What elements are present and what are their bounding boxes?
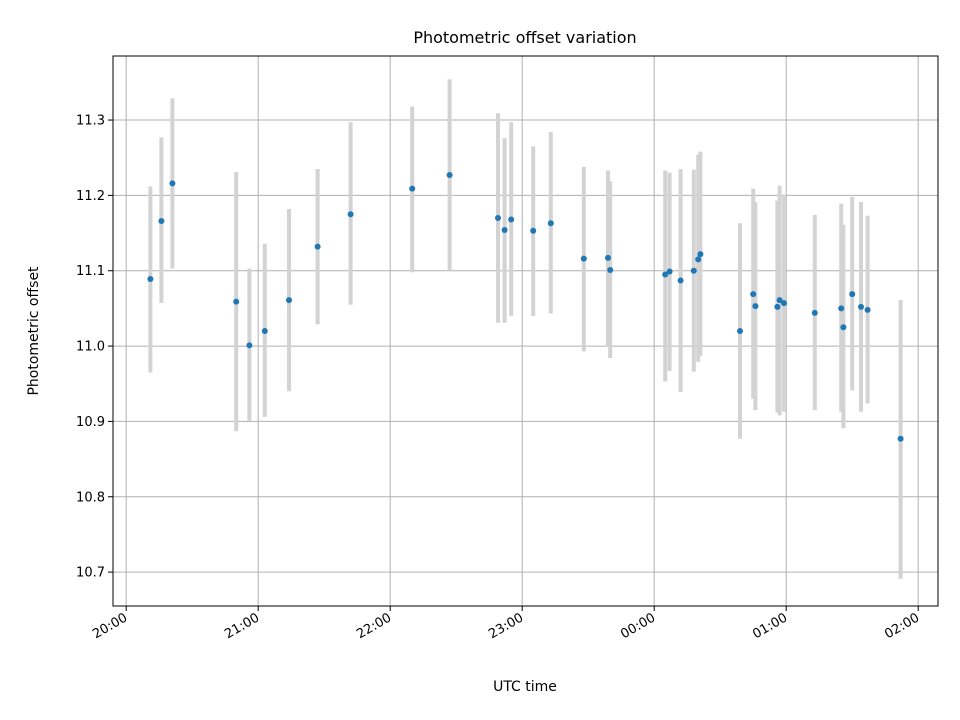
data-point <box>169 180 176 187</box>
data-point <box>695 256 702 263</box>
data-point <box>246 342 253 349</box>
y-tick-label: 11.3 <box>76 114 105 129</box>
data-point <box>530 227 537 234</box>
plot-frame <box>112 55 939 607</box>
data-point <box>580 255 587 262</box>
data-point <box>781 300 787 307</box>
data-point <box>858 303 864 310</box>
data-point <box>838 305 845 312</box>
data-point <box>776 297 783 304</box>
data-point <box>409 185 416 192</box>
data-point <box>314 243 321 250</box>
data-point <box>666 268 673 275</box>
y-axis-label: Photometric offset <box>26 266 42 396</box>
data-point <box>147 276 154 283</box>
data-point <box>446 172 453 179</box>
x-axis-label: UTC time <box>493 679 557 695</box>
data-point <box>261 328 268 334</box>
data-point <box>897 435 904 442</box>
data-point <box>501 227 508 234</box>
data-point <box>508 216 515 223</box>
chart-title: Photometric offset variation <box>413 28 636 47</box>
data-point <box>752 303 759 310</box>
data-point <box>347 211 354 218</box>
grid <box>113 56 938 606</box>
data-point <box>607 266 614 273</box>
y-tick-label: 10.9 <box>76 415 105 430</box>
y-tick-label: 11.0 <box>76 340 105 355</box>
y-tick-label: 11.1 <box>76 264 105 279</box>
data-point <box>849 291 856 298</box>
data-point <box>750 291 757 298</box>
data-point <box>677 277 684 284</box>
y-axis-ticks: 10.7 10.8 10.9 11.0 11.1 11.2 11.3 <box>76 114 113 581</box>
data-point <box>158 218 165 224</box>
data-point <box>697 251 704 258</box>
data-points <box>147 172 904 442</box>
data-point <box>286 297 292 304</box>
data-point <box>605 254 611 261</box>
data-point <box>547 220 554 227</box>
data-point <box>662 271 669 278</box>
data-point <box>840 324 847 331</box>
y-tick-label: 11.2 <box>76 189 105 204</box>
data-point <box>495 214 501 221</box>
y-tick-label: 10.8 <box>76 490 105 505</box>
data-point <box>690 267 697 274</box>
data-point <box>864 306 871 313</box>
data-point <box>774 303 781 310</box>
data-point <box>233 298 240 305</box>
data-point <box>811 309 818 316</box>
data-point <box>737 328 743 334</box>
y-tick-label: 10.7 <box>76 566 105 581</box>
